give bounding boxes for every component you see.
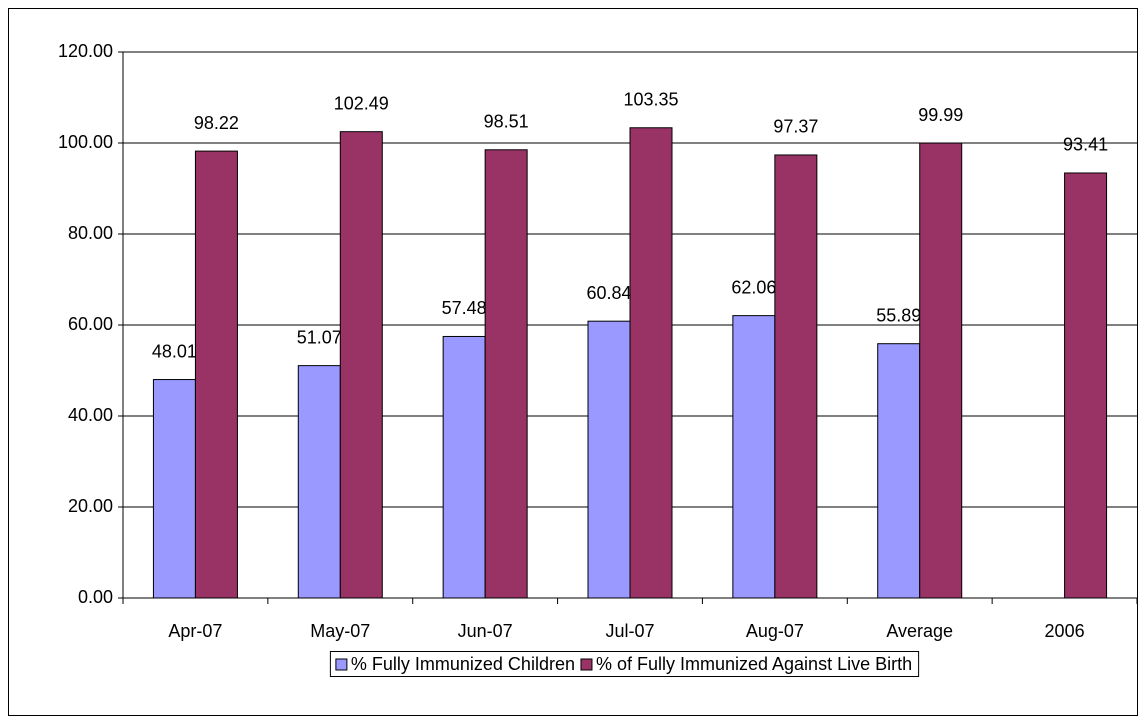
legend-label: % of Fully Immunized Against Live Birth	[596, 654, 912, 674]
bar	[484, 149, 528, 599]
bar	[587, 320, 631, 599]
data-label: 62.06	[731, 277, 776, 297]
data-label: 99.99	[918, 105, 963, 125]
x-tick-label: Average	[886, 621, 953, 641]
data-label: 97.37	[773, 117, 818, 137]
bar	[152, 379, 196, 599]
bar	[1064, 172, 1108, 599]
data-label: 48.01	[152, 341, 197, 361]
x-tick-label: Jul-07	[605, 621, 654, 641]
bar	[629, 127, 673, 599]
bar	[732, 315, 776, 599]
data-label: 60.84	[586, 283, 631, 303]
bar	[297, 365, 341, 599]
bar	[919, 142, 963, 599]
x-tick-label: May-07	[310, 621, 370, 641]
x-tick-label: 2006	[1045, 621, 1085, 641]
data-label: 55.89	[876, 305, 921, 325]
legend-label: % Fully Immunized Children	[351, 654, 575, 674]
data-label: 57.48	[442, 298, 487, 318]
legend-box	[329, 651, 920, 677]
legend-swatch	[580, 658, 593, 671]
bar	[442, 335, 486, 599]
y-tick-label: 120.00	[58, 41, 113, 61]
chart-border	[8, 8, 1138, 716]
y-tick-label: 80.00	[68, 223, 113, 243]
legend-swatch	[335, 658, 348, 671]
y-tick-label: 20.00	[68, 496, 113, 516]
data-label: 102.49	[334, 93, 389, 113]
bar	[774, 154, 818, 599]
y-tick-label: 100.00	[58, 132, 113, 152]
x-tick-label: Aug-07	[746, 621, 804, 641]
data-label: 98.51	[484, 112, 529, 132]
data-label: 51.07	[297, 327, 342, 347]
bar	[339, 131, 383, 599]
bar	[194, 150, 238, 599]
data-label: 93.41	[1063, 135, 1108, 155]
x-tick-label: Jun-07	[458, 621, 513, 641]
data-label: 103.35	[623, 90, 678, 110]
x-tick-label: Apr-07	[168, 621, 222, 641]
y-tick-label: 60.00	[68, 314, 113, 334]
y-tick-label: 40.00	[68, 405, 113, 425]
y-tick-label: 0.00	[78, 587, 113, 607]
data-label: 98.22	[194, 113, 239, 133]
bar	[877, 343, 921, 599]
